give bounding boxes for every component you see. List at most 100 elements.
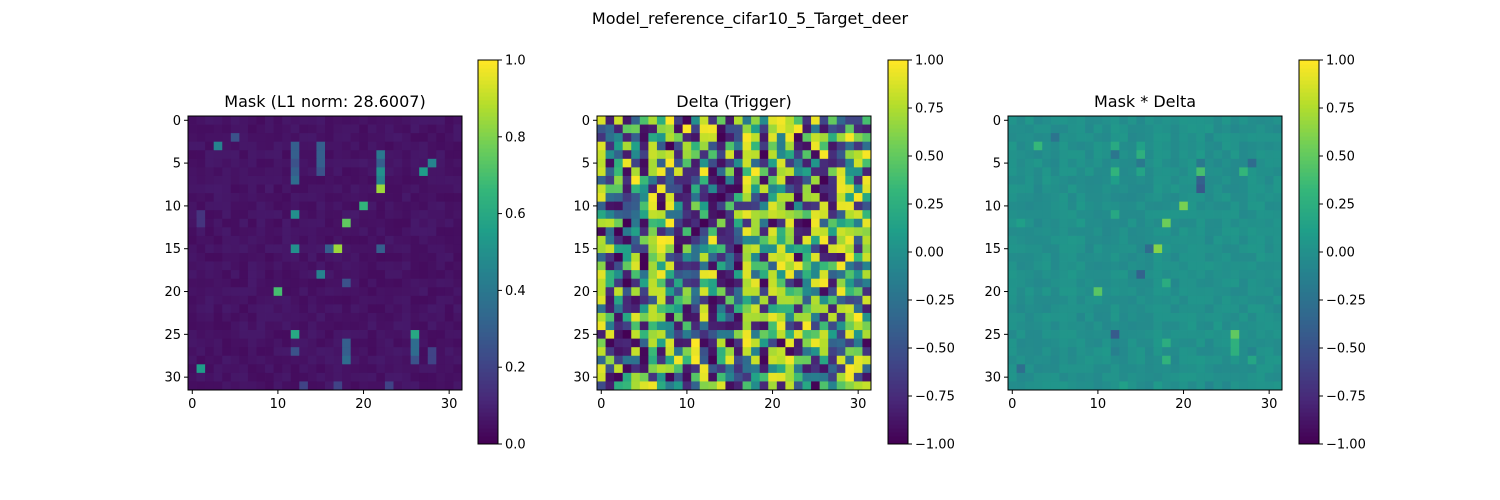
heatmap-cell	[325, 167, 334, 177]
heatmap-cell	[1153, 201, 1163, 211]
heatmap-cell	[1127, 201, 1137, 211]
heatmap-cell	[1016, 210, 1026, 220]
heatmap-cell	[290, 287, 300, 297]
heatmap-cell	[325, 158, 334, 168]
heatmap-cell	[1008, 218, 1017, 228]
heatmap-cell	[359, 116, 369, 125]
heatmap-cell	[444, 235, 454, 245]
heatmap-cell	[1273, 330, 1283, 340]
heatmap-cell	[1042, 124, 1052, 134]
heatmap-cell	[419, 167, 429, 177]
heatmap-cell	[1204, 321, 1214, 331]
heatmap-cell	[273, 338, 283, 348]
heatmap-cell	[785, 295, 795, 305]
heatmap-cell	[802, 270, 812, 280]
heatmap-cell	[359, 141, 369, 151]
heatmap-cell	[222, 278, 232, 288]
heatmap-cell	[656, 338, 666, 348]
heatmap-cell	[188, 184, 197, 194]
heatmap-cell	[776, 210, 786, 220]
heatmap-cell	[1247, 218, 1257, 228]
heatmap-cell	[1136, 167, 1146, 177]
heatmap-cell	[393, 193, 403, 203]
heatmap-cell	[453, 124, 463, 134]
heatmap-cell	[342, 270, 352, 280]
heatmap-cell	[1076, 364, 1086, 374]
heatmap-cell	[776, 184, 786, 194]
heatmap-cell	[1008, 372, 1017, 382]
heatmap-cell	[1127, 210, 1137, 220]
heatmap-cell	[1204, 372, 1214, 382]
heatmap-cell	[631, 184, 641, 194]
heatmap-cell	[290, 158, 300, 168]
heatmap-cell	[742, 270, 752, 280]
heatmap-cell	[597, 355, 606, 365]
heatmap-cell	[1119, 295, 1129, 305]
heatmap-cell	[1204, 278, 1214, 288]
heatmap-cell	[273, 321, 283, 331]
heatmap-cell	[222, 124, 232, 134]
heatmap-cell	[1119, 167, 1129, 177]
heatmap-cell	[410, 304, 420, 314]
heatmap-cell	[819, 210, 829, 220]
heatmap-cell	[665, 338, 675, 348]
heatmap-cell	[222, 321, 232, 331]
heatmap-cell	[239, 295, 249, 305]
heatmap-cell	[402, 338, 412, 348]
heatmap-cell	[299, 141, 309, 151]
heatmap-cell	[1145, 167, 1154, 177]
heatmap-cell	[188, 321, 197, 331]
colorbar-segment	[478, 288, 498, 293]
heatmap-cell	[1230, 355, 1240, 365]
heatmap-cell	[819, 278, 829, 288]
heatmap-cell	[725, 347, 735, 357]
heatmap-cell	[742, 201, 752, 211]
heatmap-cell	[342, 295, 352, 305]
colorbar-segment	[1299, 228, 1319, 233]
heatmap-cell	[376, 201, 386, 211]
heatmap-cell	[256, 244, 266, 254]
heatmap-cell	[376, 364, 386, 374]
heatmap-cell	[1016, 116, 1026, 125]
colorbar-segment	[888, 272, 908, 277]
heatmap-cell	[853, 278, 863, 288]
heatmap-cell	[622, 175, 632, 185]
colorbar-segment	[888, 184, 908, 189]
heatmap-cell	[239, 175, 249, 185]
heatmap-cell	[1256, 253, 1266, 262]
colorbar-segment	[888, 344, 908, 349]
heatmap-cell	[1196, 364, 1206, 374]
heatmap-cell	[793, 338, 803, 348]
heatmap-cell	[759, 158, 769, 168]
heatmap-cell	[230, 312, 240, 322]
heatmap-cell	[350, 167, 360, 177]
heatmap-cell	[333, 304, 343, 314]
heatmap-cell	[1222, 158, 1232, 168]
heatmap-cell	[793, 381, 803, 391]
heatmap-cell	[1050, 244, 1060, 254]
heatmap-cell	[1050, 304, 1060, 314]
heatmap-cell	[1187, 141, 1197, 151]
heatmap-cell	[665, 116, 675, 125]
heatmap-cell	[811, 364, 821, 374]
heatmap-cell	[1050, 253, 1060, 262]
heatmap-cell	[734, 278, 743, 288]
heatmap-cell	[342, 141, 352, 151]
heatmap-cell	[1264, 312, 1274, 322]
heatmap-cell	[1204, 261, 1214, 271]
heatmap-cell	[316, 295, 326, 305]
heatmap-cell	[631, 141, 641, 151]
heatmap-cell	[384, 158, 394, 168]
heatmap-cell	[444, 278, 454, 288]
colorbar-segment	[1299, 300, 1319, 305]
heatmap-cell	[1136, 227, 1146, 237]
colorbar-segment	[888, 240, 908, 245]
heatmap-cell	[1110, 227, 1120, 237]
heatmap-cell	[239, 321, 249, 331]
heatmap-cell	[1127, 287, 1137, 297]
heatmap-cell	[333, 355, 343, 365]
heatmap-cell	[247, 295, 257, 305]
heatmap-cell	[1008, 253, 1017, 262]
heatmap-cell	[1016, 270, 1026, 280]
heatmap-cell	[811, 167, 821, 177]
